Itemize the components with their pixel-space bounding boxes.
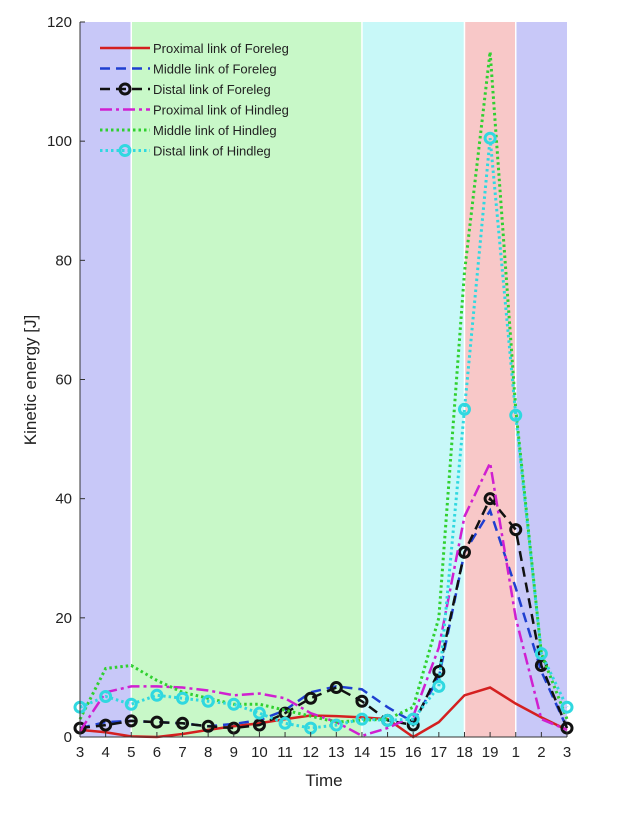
x-tick-label: 1 xyxy=(512,744,520,761)
y-axis-label: Kinetic energy [J] xyxy=(21,315,40,445)
y-tick-label: 0 xyxy=(64,729,72,746)
data-point xyxy=(457,545,471,559)
data-point xyxy=(457,402,471,416)
phase-band xyxy=(131,22,362,737)
phase-band xyxy=(515,22,567,737)
series-line xyxy=(78,51,569,724)
data-point xyxy=(381,713,395,727)
x-tick-label: 5 xyxy=(127,744,135,761)
legend-label: Middle link of Foreleg xyxy=(153,62,277,77)
x-tick-label: 11 xyxy=(277,744,293,761)
data-point xyxy=(509,408,523,422)
data-point xyxy=(329,681,343,695)
y-tick-label: 20 xyxy=(55,610,72,627)
x-tick-label: 2 xyxy=(537,744,545,761)
legend-label: Proximal link of Hindleg xyxy=(153,103,289,118)
x-tick-label: 18 xyxy=(456,744,473,761)
legend: Proximal link of Foreleg Middle link of F… xyxy=(100,41,289,159)
x-tick-label: 7 xyxy=(178,744,186,761)
x-tick-label: 9 xyxy=(230,744,238,761)
legend-marker xyxy=(118,144,132,157)
x-tick-label: 14 xyxy=(354,744,371,761)
data-point xyxy=(124,697,138,711)
data-point xyxy=(150,688,164,702)
x-tick-label: 3 xyxy=(76,744,84,761)
x-tick-label: 13 xyxy=(328,744,345,761)
data-point xyxy=(432,664,446,678)
data-point xyxy=(150,715,164,729)
data-point xyxy=(355,694,369,708)
data-point xyxy=(124,714,138,728)
y-tick-label: 80 xyxy=(55,252,72,269)
legend-label: Distal link of Foreleg xyxy=(153,82,271,97)
data-point xyxy=(560,700,574,714)
x-tick-label: 10 xyxy=(251,744,268,761)
data-point xyxy=(176,716,190,730)
data-point xyxy=(201,719,215,733)
data-point xyxy=(483,131,497,145)
data-point xyxy=(201,694,215,708)
phase-band xyxy=(361,22,465,737)
data-point xyxy=(99,689,113,703)
legend-label: Distal link of Hindleg xyxy=(153,144,271,159)
y-tick-label: 100 xyxy=(47,133,72,150)
data-point xyxy=(509,523,523,537)
data-point xyxy=(99,718,113,732)
x-tick-label: 4 xyxy=(101,744,109,761)
x-tick-label: 19 xyxy=(482,744,499,761)
y-tick-label: 60 xyxy=(55,372,72,389)
y-tick-label: 120 xyxy=(47,14,72,31)
data-point xyxy=(406,712,420,726)
data-point xyxy=(534,647,548,661)
data-point xyxy=(176,691,190,705)
y-tick-label: 40 xyxy=(55,491,72,508)
phase-band xyxy=(464,22,516,737)
x-tick-label: 16 xyxy=(405,744,422,761)
data-point xyxy=(329,718,343,732)
x-tick-label: 3 xyxy=(563,744,571,761)
phase-band xyxy=(80,22,132,737)
data-point xyxy=(278,716,292,730)
data-point xyxy=(252,718,266,732)
legend-marker xyxy=(118,82,132,96)
data-point xyxy=(432,679,446,693)
x-tick-label: 12 xyxy=(302,744,319,761)
x-tick-label: 15 xyxy=(379,744,396,761)
legend-label: Middle link of Hindleg xyxy=(153,123,277,138)
series-line xyxy=(78,458,568,738)
data-point xyxy=(252,706,266,720)
data-point xyxy=(304,691,318,705)
data-point xyxy=(227,697,241,711)
x-tick-label: 6 xyxy=(153,744,161,761)
x-tick-label: 17 xyxy=(430,744,447,761)
x-axis-label: Time xyxy=(305,771,342,790)
data-point xyxy=(355,712,369,726)
legend-label: Proximal link of Foreleg xyxy=(153,41,289,56)
x-tick-label: 8 xyxy=(204,744,212,761)
